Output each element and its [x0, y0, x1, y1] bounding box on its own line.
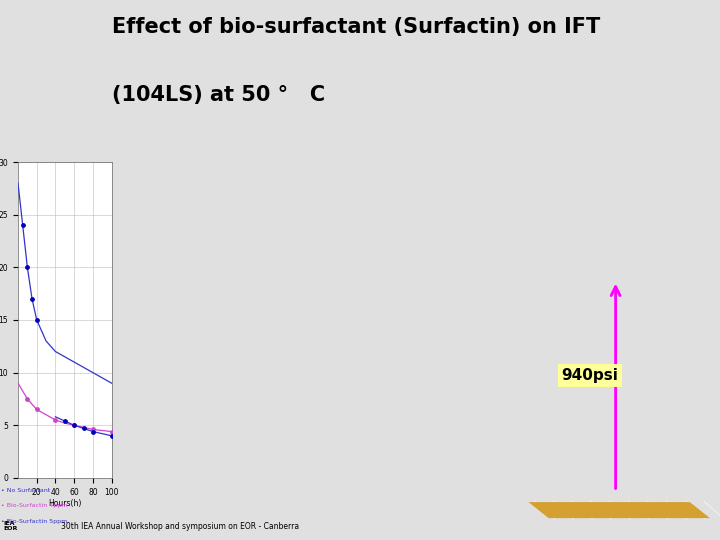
- Point: [31, 315, 42, 324]
- Point: [26, 295, 37, 303]
- Point: [50, 416, 61, 424]
- Point: [59, 417, 71, 426]
- Text: (104LS) at 50 °   C: (104LS) at 50 ° C: [112, 85, 325, 105]
- Text: Effect of bio-surfactant (Surfactin) on IFT: Effect of bio-surfactant (Surfactin) on …: [112, 17, 600, 37]
- Text: • Bio-Surfactin 5ppm: • Bio-Surfactin 5ppm: [1, 519, 68, 524]
- Polygon shape: [528, 502, 710, 518]
- Point: [78, 424, 89, 433]
- Point: [17, 221, 29, 230]
- Text: • No Surfactant: • No Surfactant: [1, 488, 50, 493]
- Point: [106, 427, 117, 436]
- Text: IEA
EOR: IEA EOR: [4, 521, 18, 531]
- Point: [22, 263, 33, 272]
- Point: [106, 431, 117, 440]
- Point: [68, 421, 80, 430]
- Text: 30th IEA Annual Workshop and symposium on EOR - Canberra: 30th IEA Annual Workshop and symposium o…: [61, 522, 300, 531]
- Point: [87, 427, 99, 436]
- Text: 940psi: 940psi: [562, 368, 618, 383]
- X-axis label: Hours(h): Hours(h): [48, 500, 81, 508]
- Text: • Bio-Surfactin 4ppm: • Bio-Surfactin 4ppm: [1, 503, 68, 509]
- Point: [87, 425, 99, 434]
- Point: [22, 395, 33, 403]
- Point: [68, 421, 80, 430]
- Point: [31, 405, 42, 414]
